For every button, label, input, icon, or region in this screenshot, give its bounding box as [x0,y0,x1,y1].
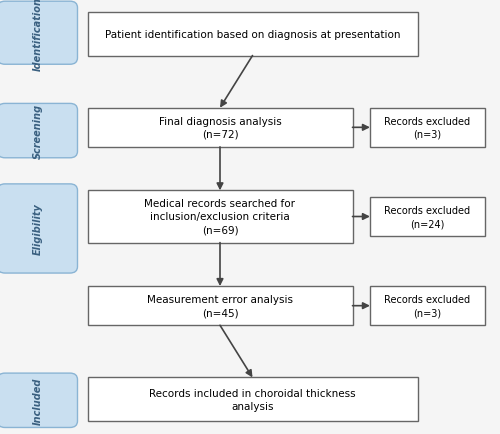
FancyBboxPatch shape [88,108,352,148]
FancyBboxPatch shape [88,191,352,243]
Text: Identification: Identification [32,0,42,71]
FancyBboxPatch shape [88,286,352,326]
FancyBboxPatch shape [370,286,485,326]
Text: Records included in choroidal thickness
analysis: Records included in choroidal thickness … [149,388,356,411]
Text: Included: Included [32,377,42,424]
Text: Final diagnosis analysis
(n=72): Final diagnosis analysis (n=72) [158,116,282,140]
FancyBboxPatch shape [370,108,485,148]
FancyBboxPatch shape [0,373,78,427]
FancyBboxPatch shape [0,184,78,273]
Text: Medical records searched for
inclusion/exclusion criteria
(n=69): Medical records searched for inclusion/e… [144,199,296,235]
FancyBboxPatch shape [370,197,485,237]
Text: Patient identification based on diagnosis at presentation: Patient identification based on diagnosi… [105,30,400,39]
FancyBboxPatch shape [0,2,78,65]
Text: Records excluded
(n=3): Records excluded (n=3) [384,294,470,318]
FancyBboxPatch shape [88,378,417,421]
Text: Screening: Screening [32,104,42,159]
Text: Eligibility: Eligibility [32,203,42,255]
Text: Records excluded
(n=24): Records excluded (n=24) [384,205,470,229]
FancyBboxPatch shape [88,13,417,56]
FancyBboxPatch shape [0,104,78,158]
Text: Records excluded
(n=3): Records excluded (n=3) [384,116,470,140]
Text: Measurement error analysis
(n=45): Measurement error analysis (n=45) [147,294,293,318]
